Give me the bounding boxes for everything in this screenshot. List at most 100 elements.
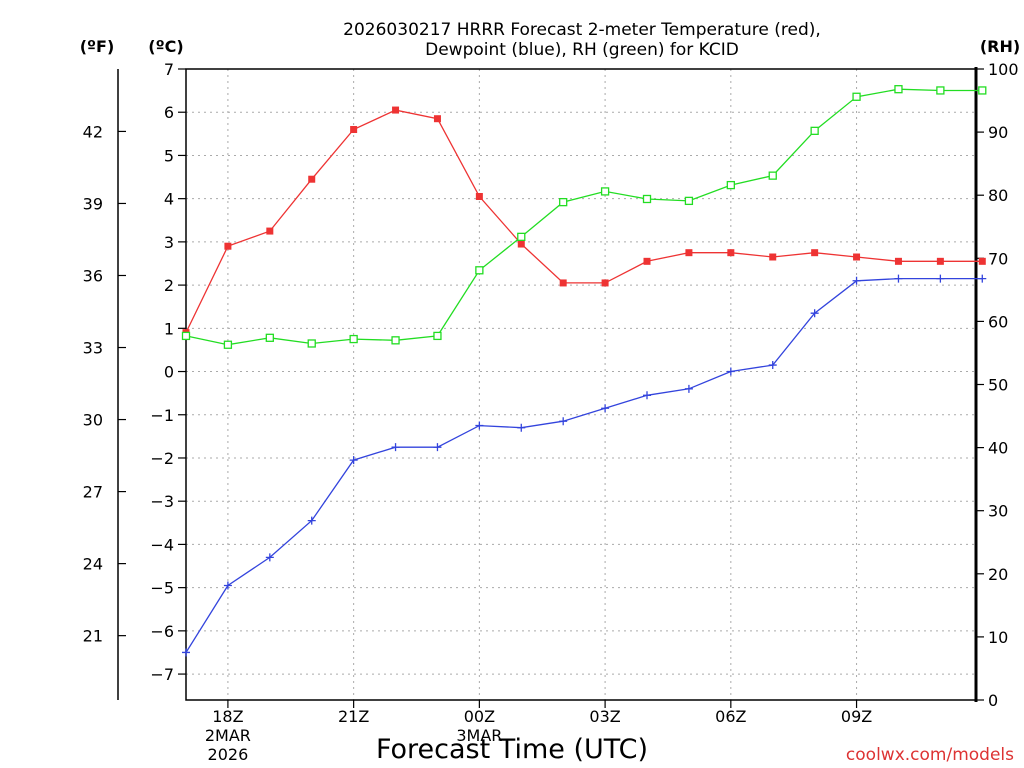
dewpoint-point: [182, 648, 190, 657]
rh-point: [600, 187, 610, 196]
dewpoint-point: [475, 421, 484, 430]
year-tick-label: 2026: [208, 745, 249, 764]
fahrenheit-tick-label: 39: [83, 194, 103, 213]
celsius-tick-label: −7: [150, 665, 174, 684]
temperature-point: [224, 242, 232, 250]
rh-tick-label: 100: [988, 60, 1019, 79]
dewpoint-point: [265, 553, 274, 562]
temperature-point: [559, 279, 567, 287]
celsius-tick-label: 4: [164, 190, 174, 209]
dewpoint-point: [978, 274, 987, 283]
temperature-point: [894, 257, 902, 265]
time-tick-label: 21Z: [338, 707, 369, 726]
celsius-tick-label: −4: [150, 535, 174, 554]
rh-point: [433, 331, 442, 341]
rh-point: [349, 334, 358, 344]
fahrenheit-tick-label: 24: [83, 555, 103, 574]
celsius-tick-label: 6: [164, 103, 174, 122]
temperature-point: [978, 257, 986, 265]
rh-point: [265, 333, 274, 342]
temperature-point: [853, 253, 861, 261]
rh-point: [475, 266, 484, 275]
rh-tick-label: 40: [988, 439, 1008, 458]
dewpoint-point: [852, 276, 861, 285]
x-axis-title: Forecast Time (UTC): [376, 734, 648, 765]
fahrenheit-tick-label: 21: [83, 627, 103, 646]
rh-point: [684, 196, 694, 206]
celsius-tick-label: −6: [150, 622, 174, 641]
celsius-tick-label: 0: [164, 363, 174, 382]
dewpoint-point: [433, 443, 442, 452]
temperature-point: [769, 253, 777, 261]
fahrenheit-tick-label: 30: [83, 411, 103, 430]
rh-point: [768, 171, 777, 180]
axes: [117, 67, 978, 702]
temperature-point: [811, 249, 819, 257]
temperature-point: [266, 227, 274, 235]
rh-tick-label: 90: [988, 123, 1008, 142]
dewpoint-point: [601, 404, 610, 413]
temperature-point: [350, 126, 358, 134]
time-tick-label: 09Z: [841, 707, 872, 726]
dewpoint-point: [726, 367, 735, 376]
rh-tick-label: 0: [988, 691, 998, 710]
plot-frame: [185, 68, 977, 701]
rh-point: [517, 232, 526, 241]
time-tick-label: 00Z: [464, 707, 495, 726]
temperature-point: [433, 115, 441, 123]
dewpoint-point: [894, 274, 903, 283]
fahrenheit-tick-label: 33: [83, 339, 103, 358]
celsius-tick-label: 3: [164, 233, 174, 252]
celsius-tick-label: 2: [164, 276, 174, 295]
rh-point: [391, 336, 400, 345]
rh-tick-label: 60: [988, 312, 1008, 331]
rh-point: [894, 85, 903, 94]
rh-point: [223, 340, 233, 349]
rh-point: [642, 194, 652, 204]
rh-point: [810, 126, 819, 135]
rh-point: [852, 92, 861, 101]
rh-tick-label: 50: [988, 376, 1008, 395]
temperature-point: [601, 279, 609, 287]
temperature-point: [517, 240, 525, 248]
time-tick-label: 06Z: [715, 707, 746, 726]
rh-point: [726, 180, 735, 190]
dewpoint-point: [768, 361, 777, 370]
dewpoint-point: [307, 516, 316, 525]
grid-lines: [186, 68, 976, 700]
celsius-tick-label: 7: [164, 60, 174, 79]
fahrenheit-tick-label: 27: [83, 483, 103, 502]
rh-tick-label: 20: [988, 565, 1008, 584]
rh-tick-label: 80: [988, 186, 1008, 205]
temperature-line: [185, 109, 983, 333]
rh-point: [559, 197, 568, 207]
date-tick-label: 3MAR: [456, 726, 502, 745]
dewpoint-point: [349, 456, 358, 465]
celsius-unit-label: (ºC): [148, 37, 183, 56]
dewpoint-point: [684, 384, 693, 393]
celsius-tick-label: −1: [150, 406, 174, 425]
dewpoint-point: [559, 417, 568, 426]
rh-tick-label: 10: [988, 628, 1008, 647]
chart-title-line1: 2026030217 HRRR Forecast 2-meter Tempera…: [343, 20, 821, 40]
time-tick-label: 18Z: [212, 707, 243, 726]
temperature-point: [475, 192, 483, 200]
chart-title-line2: Dewpoint (blue), RH (green) for KCID: [425, 40, 739, 60]
rh-tick-label: 30: [988, 502, 1008, 521]
credit-text: coolwx.com/models: [846, 745, 1014, 765]
dewpoint-point: [391, 443, 400, 452]
temperature-point: [392, 106, 400, 114]
temperature-point: [727, 249, 735, 257]
fahrenheit-tick-label: 42: [83, 122, 103, 141]
temperature-point: [685, 249, 693, 257]
fahrenheit-unit-label: (ºF): [80, 37, 115, 56]
time-tick-label: 03Z: [589, 707, 620, 726]
celsius-tick-label: 1: [164, 319, 174, 338]
dewpoint-point: [223, 581, 232, 590]
fahrenheit-tick-label: 36: [83, 266, 103, 285]
temperature-point: [643, 257, 651, 265]
rh-point: [307, 339, 316, 348]
